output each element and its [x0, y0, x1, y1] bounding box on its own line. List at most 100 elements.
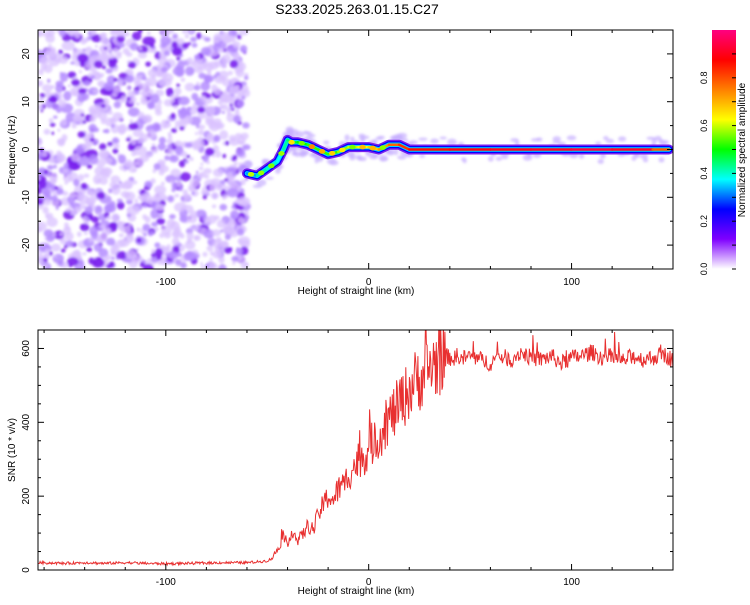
noise-blob — [120, 225, 131, 234]
noise-blob — [42, 189, 52, 197]
noise-blob — [137, 140, 142, 144]
noise-blob — [174, 125, 179, 129]
noise-blob — [118, 233, 124, 238]
noise-blob — [105, 68, 113, 74]
noise-blob — [103, 97, 108, 103]
noise-blob — [191, 42, 198, 48]
noise-blob — [178, 160, 186, 168]
chart-title: S233.2025.263.01.15.C27 — [275, 1, 439, 17]
y-tick-label: 0 — [21, 146, 32, 152]
noise-blob — [104, 117, 114, 127]
colorbar-ticks — [732, 53, 736, 270]
noise-blob — [106, 264, 112, 269]
noise-blob — [77, 53, 89, 63]
noise-blob — [110, 175, 121, 184]
noise-blob — [220, 63, 228, 69]
noise-blob — [170, 112, 176, 119]
noise-blob — [99, 223, 106, 230]
halo-blob — [252, 184, 263, 189]
noise-blob — [193, 139, 205, 148]
noise-blob — [237, 216, 245, 224]
noise-blob — [162, 73, 174, 83]
noise-blob — [169, 154, 179, 163]
noise-blob — [146, 129, 157, 140]
noise-blob — [224, 228, 232, 237]
noise-blob — [231, 256, 239, 262]
noise-blob — [39, 56, 51, 65]
noise-blob — [58, 49, 63, 55]
noise-blob — [117, 30, 123, 35]
noise-blob — [195, 132, 198, 136]
noise-blob — [38, 82, 43, 87]
y-tick-label: 200 — [21, 487, 32, 504]
noise-blob — [159, 165, 169, 173]
noise-blob — [230, 209, 239, 220]
noise-blob — [243, 89, 251, 97]
noise-blob — [235, 148, 246, 157]
noise-blob — [129, 119, 134, 124]
spectrogram-ticks — [38, 29, 673, 270]
x-tick-label: -100 — [156, 277, 176, 288]
noise-blob — [61, 134, 68, 142]
noise-blob — [131, 31, 142, 41]
noise-blob — [51, 131, 55, 135]
noise-blob — [110, 30, 116, 35]
halo-blob — [536, 137, 543, 142]
halo-blob — [658, 157, 665, 163]
noise-blob — [180, 172, 192, 182]
noise-blob — [198, 129, 205, 136]
noise-blob — [38, 79, 44, 87]
noise-blob — [125, 51, 133, 57]
colorbar-label: Normalized spectral amplitude — [737, 82, 748, 217]
noise-blob — [227, 70, 233, 76]
noise-blob — [88, 123, 97, 133]
noise-blob — [71, 90, 79, 96]
noise-blob — [205, 147, 215, 156]
noise-blob — [38, 152, 44, 158]
noise-blob — [43, 229, 54, 238]
halo-blob — [368, 152, 379, 160]
noise-blob — [82, 120, 87, 124]
noise-blob — [229, 228, 237, 234]
ridge-node — [379, 145, 387, 150]
colorbar-tick-label: 0.6 — [699, 119, 709, 132]
noise-blob — [149, 93, 160, 104]
noise-blob — [49, 172, 58, 183]
noise-blob — [157, 143, 167, 151]
noise-blob — [42, 198, 52, 206]
noise-blob — [38, 226, 43, 233]
noise-blob — [111, 124, 115, 128]
x-tick-label: 100 — [563, 277, 580, 288]
noise-blob — [203, 62, 214, 72]
noise-blob — [180, 77, 186, 82]
noise-blob — [198, 166, 204, 171]
halo-blob — [501, 156, 509, 160]
noise-blob — [217, 47, 225, 54]
noise-blob — [50, 243, 61, 252]
noise-blob — [103, 157, 113, 165]
noise-blob — [76, 156, 91, 167]
noise-blob — [174, 120, 182, 127]
noise-blob — [125, 137, 131, 142]
noise-blob — [138, 46, 143, 51]
noise-blob — [113, 101, 122, 109]
noise-blob — [53, 164, 57, 169]
noise-blob — [142, 114, 153, 123]
noise-blob — [58, 55, 69, 65]
noise-blob — [176, 56, 181, 61]
noise-blob — [156, 218, 166, 225]
noise-blob — [111, 213, 120, 222]
noise-blob — [193, 84, 201, 91]
noise-blob — [173, 202, 187, 213]
halo-blob — [639, 153, 649, 159]
noise-blob — [211, 140, 217, 145]
halo-blob — [295, 130, 305, 138]
halo-blob — [419, 154, 426, 158]
noise-blob — [153, 194, 163, 203]
noise-blob — [187, 42, 192, 46]
noise-blob — [177, 96, 190, 106]
halo-blob — [418, 137, 428, 141]
noise-blob — [242, 144, 251, 151]
noise-blob — [71, 153, 81, 162]
noise-blob — [135, 102, 140, 106]
